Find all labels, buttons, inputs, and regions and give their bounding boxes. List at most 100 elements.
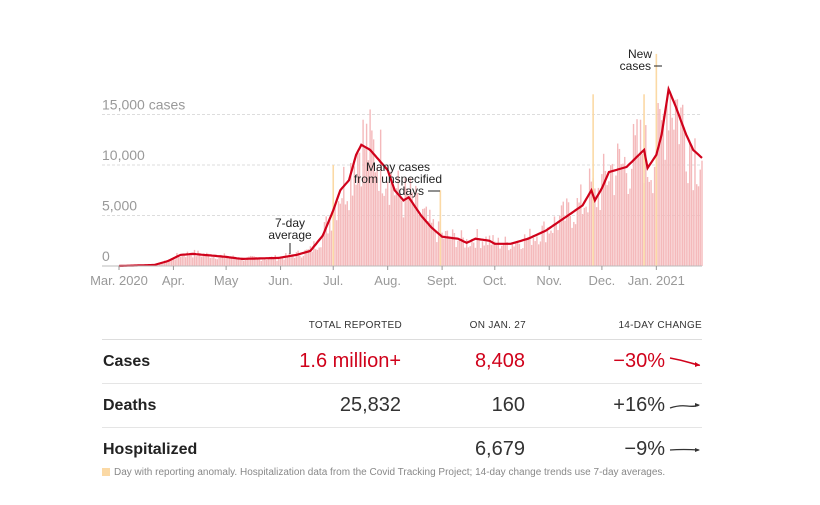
annotation-7day: average bbox=[268, 228, 312, 242]
daily-case-bar bbox=[327, 233, 329, 266]
daily-case-bar bbox=[506, 242, 508, 266]
daily-case-bar bbox=[594, 188, 596, 266]
daily-case-bar bbox=[473, 242, 475, 266]
daily-case-bar bbox=[163, 260, 166, 266]
daily-case-bar bbox=[425, 206, 428, 266]
annotation-unspecified: days bbox=[399, 184, 424, 198]
annotation-new-cases: New bbox=[628, 47, 652, 61]
daily-case-bar bbox=[564, 220, 566, 266]
daily-case-bar bbox=[288, 253, 291, 266]
daily-case-bar bbox=[429, 209, 431, 266]
daily-case-bar bbox=[320, 247, 322, 266]
daily-case-bar bbox=[264, 258, 266, 266]
daily-case-bar bbox=[314, 249, 317, 266]
daily-case-bar bbox=[462, 237, 464, 266]
daily-case-bar bbox=[162, 262, 164, 266]
daily-case-bar bbox=[176, 252, 178, 266]
daily-case-bar bbox=[692, 190, 694, 266]
daily-case-bar bbox=[662, 115, 665, 266]
daily-case-bar bbox=[392, 186, 394, 266]
daily-case-bar bbox=[237, 259, 240, 266]
daily-case-bar bbox=[246, 257, 248, 266]
daily-case-bar bbox=[436, 242, 438, 266]
daily-case-bar bbox=[446, 230, 449, 266]
daily-case-bar bbox=[309, 246, 312, 266]
daily-case-bar bbox=[351, 195, 354, 266]
daily-case-bar bbox=[204, 255, 206, 266]
daily-case-bar bbox=[374, 172, 377, 266]
daily-case-bar bbox=[402, 217, 405, 266]
daily-case-bar bbox=[227, 257, 229, 266]
daily-case-bar bbox=[267, 258, 269, 266]
x-tick-label: Mar. 2020 bbox=[90, 273, 148, 288]
daily-case-bar bbox=[467, 247, 470, 266]
daily-case-bar bbox=[364, 148, 366, 266]
x-tick-label: Dec. bbox=[589, 273, 616, 288]
y-tick-label: 5,000 bbox=[102, 198, 137, 214]
daily-case-bar bbox=[422, 208, 424, 266]
daily-case-bar bbox=[285, 253, 287, 266]
daily-case-bar bbox=[353, 166, 356, 266]
daily-case-bar bbox=[534, 241, 536, 266]
daily-case-bar bbox=[515, 243, 517, 266]
daily-case-bar bbox=[214, 258, 217, 266]
daily-case-bar bbox=[516, 240, 519, 266]
daily-case-bar bbox=[330, 230, 333, 266]
daily-case-bar bbox=[522, 248, 524, 266]
daily-case-bar bbox=[369, 109, 371, 267]
daily-case-bar bbox=[455, 247, 457, 266]
annotation-unspecified: Many cases bbox=[366, 160, 430, 174]
daily-case-bar bbox=[566, 198, 568, 266]
daily-case-bar bbox=[604, 170, 607, 266]
daily-case-bar bbox=[701, 160, 703, 266]
daily-case-bar bbox=[694, 138, 696, 266]
daily-case-bar bbox=[293, 257, 296, 266]
total-value bbox=[252, 428, 402, 472]
y-tick-label: 15,000 cases bbox=[102, 97, 185, 113]
daily-case-bar bbox=[379, 129, 382, 266]
daily-case-bar bbox=[653, 166, 656, 266]
daily-case-bar bbox=[537, 244, 540, 266]
daily-case-bar bbox=[587, 212, 589, 266]
daily-case-bar bbox=[530, 244, 533, 266]
row-label: Cases bbox=[102, 339, 252, 384]
daily-case-bar bbox=[329, 217, 331, 266]
daily-case-bar bbox=[223, 253, 226, 266]
daily-case-bar bbox=[548, 233, 550, 266]
daily-case-bar bbox=[683, 127, 686, 267]
daily-case-bar bbox=[323, 222, 326, 266]
daily-case-bar bbox=[664, 159, 666, 266]
daily-case-bar bbox=[689, 140, 691, 266]
daily-case-bar bbox=[448, 236, 450, 266]
daily-case-bar bbox=[206, 252, 208, 266]
daily-case-bar bbox=[678, 144, 680, 266]
daily-case-bar bbox=[258, 257, 261, 266]
daily-case-bar bbox=[443, 238, 445, 266]
trend-down-arrow-icon bbox=[669, 356, 701, 367]
daily-case-bar bbox=[383, 195, 385, 266]
stats-table: TOTAL REPORTED ON JAN. 27 14-DAY CHANGE … bbox=[102, 316, 702, 471]
daily-case-bar bbox=[602, 153, 605, 266]
daily-case-bar bbox=[360, 186, 363, 266]
daily-case-bar bbox=[216, 259, 219, 266]
daily-case-bar bbox=[290, 254, 292, 266]
daily-case-bar bbox=[299, 255, 301, 266]
daily-case-bar bbox=[313, 241, 315, 266]
daily-case-bar bbox=[262, 259, 264, 266]
daily-case-bar bbox=[434, 231, 436, 266]
seven-day-average-line bbox=[118, 85, 703, 268]
daily-case-bar bbox=[464, 247, 466, 266]
daily-case-bar bbox=[423, 208, 426, 266]
daily-case-bar bbox=[172, 259, 175, 266]
daily-case-bar bbox=[576, 198, 579, 266]
daily-case-bar bbox=[588, 168, 591, 266]
daily-case-bar bbox=[357, 150, 359, 266]
daily-case-bar bbox=[667, 130, 670, 266]
daily-case-bar bbox=[501, 245, 503, 266]
daily-case-bar bbox=[627, 193, 629, 266]
daily-case-bar bbox=[272, 259, 275, 266]
daily-case-bar bbox=[624, 156, 626, 266]
daily-case-bar bbox=[609, 165, 612, 266]
daily-case-bar bbox=[460, 230, 463, 266]
daily-case-bar bbox=[195, 256, 197, 266]
